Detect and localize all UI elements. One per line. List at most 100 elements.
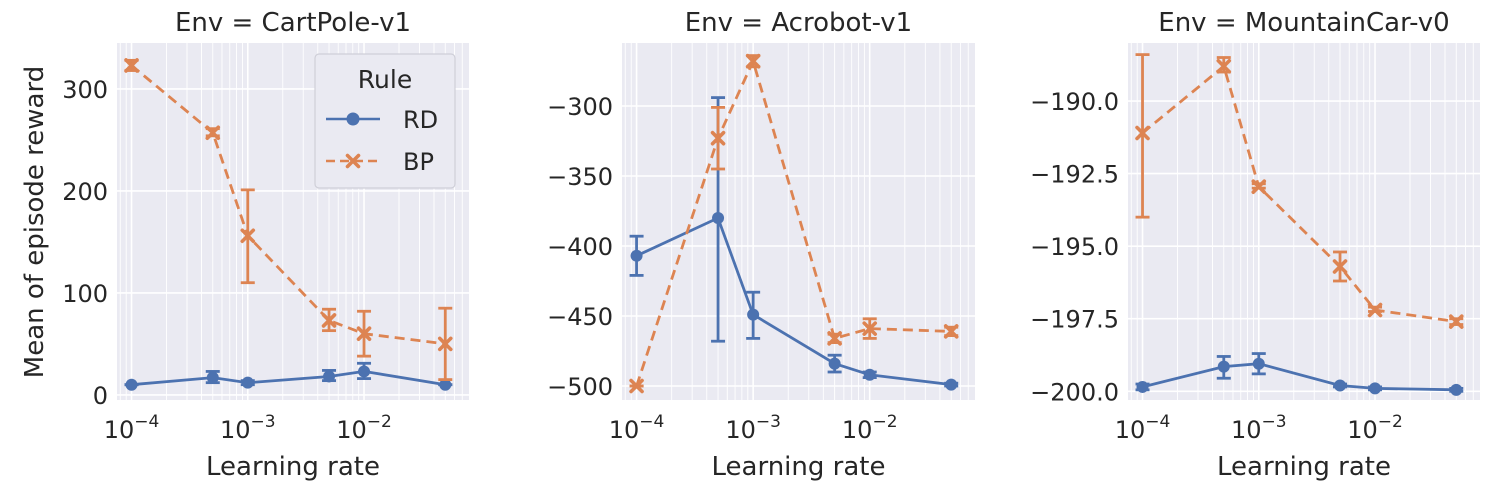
data-point-stroke-b	[240, 228, 256, 244]
data-point	[1251, 179, 1267, 194]
data-point	[323, 370, 336, 383]
x-axis-label: Learning rate	[1217, 452, 1391, 482]
data-point	[629, 378, 644, 394]
y-tick-label: 300	[62, 76, 108, 104]
data-point	[1448, 314, 1464, 329]
y-tick-label: −197.5	[1030, 306, 1119, 334]
data-point	[745, 53, 761, 69]
series-line-bp	[635, 57, 952, 387]
series-rd	[1135, 352, 1464, 396]
data-point-stroke-b	[629, 378, 644, 394]
y-tick-label: 100	[62, 280, 108, 308]
data-point	[630, 249, 643, 262]
series-rd	[629, 96, 959, 391]
data-point-stroke-b	[321, 313, 337, 328]
x-tick-label: 10−2	[336, 412, 392, 444]
data-point	[206, 371, 219, 384]
data-point-stroke-b	[827, 331, 842, 346]
data-point	[1252, 357, 1265, 370]
y-tick-label: −400	[547, 233, 613, 261]
y-tick-label: −300	[547, 93, 613, 121]
data-point-stroke-b	[1216, 58, 1232, 74]
x-axis-label: Learning rate	[206, 452, 380, 482]
y-tick-label: −195.0	[1030, 233, 1119, 261]
y-tick-label: −200.0	[1030, 378, 1119, 406]
legend-entry-bp: BP	[326, 148, 434, 176]
data-point	[945, 378, 958, 391]
data-point	[747, 308, 760, 321]
data-point	[125, 378, 138, 391]
series-line-bp	[130, 64, 446, 346]
data-point	[943, 324, 959, 339]
data-point	[358, 365, 371, 378]
data-point-stroke-b	[745, 53, 761, 69]
y-axis-label: Mean of episode reward	[20, 66, 50, 378]
x-tick-label: 10−4	[104, 412, 160, 444]
chart-panel-acrobot: 10−4 10−3 10−2 −500 −450 −400 −350 −300 Env = Ac…	[547, 8, 975, 482]
plot-area	[622, 43, 975, 400]
series-rd	[124, 361, 453, 391]
legend-bp-label: BP	[403, 148, 434, 176]
data-point-stroke-b	[1332, 259, 1348, 274]
data-point	[1216, 58, 1232, 74]
legend: Rule RD BP	[314, 53, 456, 189]
y-tick-label: −190.0	[1030, 88, 1119, 116]
legend-title: Rule	[358, 65, 412, 94]
x-tick-label: 10−3	[220, 412, 276, 444]
series-bp	[124, 58, 453, 382]
data-point	[827, 331, 842, 346]
y-tick-label: 200	[62, 178, 108, 206]
data-point	[356, 326, 372, 342]
x-tick-label: 10−4	[609, 412, 665, 444]
panel-title: Env = MountainCar-v0	[1158, 8, 1449, 38]
series-bp	[1135, 53, 1464, 329]
plot-area	[1128, 43, 1480, 400]
data-point-stroke-b	[710, 130, 726, 146]
series-bp	[629, 53, 959, 394]
data-point	[321, 313, 337, 328]
data-point-stroke-b	[124, 58, 139, 73]
data-point	[1450, 383, 1463, 396]
y-tick-label: 0	[93, 382, 108, 410]
data-point-stroke-b	[437, 336, 453, 352]
legend-frame	[314, 53, 456, 189]
chart-panel-mountaincar: 10−4 10−3 10−2 −200.0 −197.5 −195.0 −192.5 −190…	[1030, 8, 1480, 482]
data-point	[1217, 360, 1230, 373]
error-bar	[1135, 53, 1150, 219]
data-point-stroke-b	[1251, 179, 1267, 194]
y-tick-label: −192.5	[1030, 161, 1119, 189]
data-point	[1367, 302, 1383, 318]
data-point	[241, 376, 254, 389]
data-point	[1334, 379, 1347, 392]
series-line-rd	[636, 216, 952, 386]
data-point	[437, 336, 453, 352]
x-tick-label: 10−2	[842, 412, 898, 444]
data-point	[1135, 125, 1150, 141]
x-axis-label: Learning rate	[712, 452, 886, 482]
data-point-stroke-b	[862, 321, 878, 336]
data-point	[863, 368, 876, 381]
data-point	[712, 212, 725, 224]
data-point-stroke-b	[1135, 125, 1150, 141]
data-point-stroke-b	[1448, 314, 1464, 329]
series-line-rd	[131, 369, 446, 387]
series-line-rd	[1142, 362, 1457, 392]
legend-rd-marker	[346, 112, 360, 126]
data-point	[439, 378, 452, 391]
data-point	[828, 357, 841, 370]
data-point	[124, 58, 139, 73]
data-point	[862, 321, 878, 336]
x-tick-label: 10−2	[1347, 412, 1403, 444]
data-point	[1369, 382, 1382, 395]
legend-bp-x-stroke-b	[345, 153, 361, 169]
series-line-bp	[1141, 63, 1457, 323]
x-tick-label: 10−3	[725, 412, 781, 444]
data-point-stroke-b	[205, 125, 221, 141]
legend-entry-rd: RD	[326, 106, 438, 134]
x-tick-label: 10−3	[1231, 412, 1287, 444]
data-point	[1136, 380, 1149, 393]
data-point	[1332, 259, 1348, 274]
data-point-stroke-b	[356, 326, 372, 342]
panel-title: Env = Acrobot-v1	[685, 8, 912, 38]
